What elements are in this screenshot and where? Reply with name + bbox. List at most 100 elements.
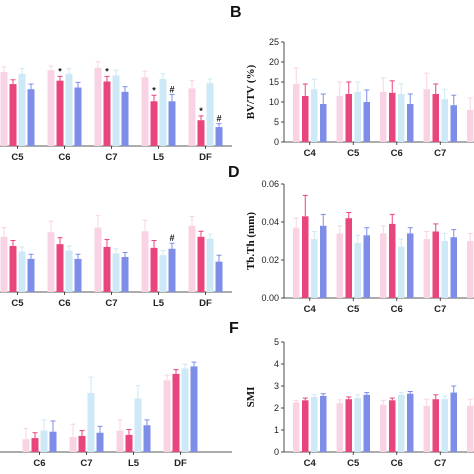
bar-d-series1-cat2 — [336, 233, 343, 298]
bar-d-series3-cat2 — [354, 242, 361, 298]
bar-e-series1-cat2 — [69, 437, 77, 452]
bar-a-series2-cat4 — [150, 101, 158, 146]
y-tick-label-b: 5 — [274, 117, 279, 127]
x-tick-label-a: C6 — [58, 152, 70, 163]
x-tick-label-f: C6 — [391, 458, 403, 469]
bar-e-series1-cat1 — [22, 439, 30, 452]
significance-mark-a: * — [152, 85, 156, 95]
x-tick-label-b: C5 — [347, 148, 360, 159]
x-tick-label-b: C4 — [304, 148, 317, 159]
bar-a-series4-cat3 — [121, 91, 129, 146]
x-tick-label-d: C5 — [347, 304, 360, 315]
bar-d-series4-cat2 — [363, 235, 370, 298]
bar-f-series3-cat1 — [311, 397, 318, 452]
bar-d-series3-cat1 — [311, 239, 318, 298]
bar-d-series1-cat4 — [423, 239, 430, 298]
y-tick-label-b: 0 — [274, 137, 279, 147]
y-tick-label-d: 0.04 — [261, 217, 279, 227]
bar-b-series1-cat4 — [423, 89, 430, 142]
bar-b-series3-cat1 — [311, 89, 318, 142]
bar-a-series2-cat1 — [9, 84, 17, 146]
x-tick-label-a: L5 — [153, 152, 165, 163]
bar-d-series1-cat5 — [467, 241, 474, 298]
bar-e-series4-cat1 — [49, 431, 57, 452]
bar-b-series3-cat3 — [398, 94, 405, 142]
y-tick-label-b: 20 — [269, 57, 279, 67]
bar-c-series1-cat1 — [0, 236, 8, 292]
bar-b-series1-cat5 — [467, 110, 474, 142]
bar-d-series4-cat3 — [407, 233, 414, 298]
significance-mark-c: # — [169, 233, 174, 243]
bar-a-series1-cat2 — [47, 70, 55, 146]
bar-e-series3-cat4 — [181, 368, 189, 452]
significance-mark-a: # — [216, 114, 221, 124]
bar-b-series3-cat4 — [441, 99, 448, 142]
bar-d-series3-cat3 — [398, 246, 405, 298]
bar-a-series3-cat3 — [112, 75, 120, 146]
bar-f-series2-cat3 — [389, 400, 396, 452]
x-tick-label-d: C6 — [391, 304, 403, 315]
bar-f-series4-cat4 — [450, 392, 457, 452]
bar-e-series1-cat3 — [116, 430, 124, 452]
x-tick-label-c: C6 — [58, 298, 70, 309]
bar-b-series4-cat1 — [320, 104, 327, 142]
bar-a-series4-cat5 — [215, 127, 223, 146]
bar-e-series1-cat4 — [163, 380, 171, 452]
bar-e-series3-cat3 — [134, 398, 142, 452]
bar-d-series2-cat3 — [389, 223, 396, 298]
bar-e-series2-cat1 — [31, 438, 39, 452]
bar-e-series4-cat4 — [190, 366, 198, 452]
bar-a-series3-cat1 — [18, 73, 26, 146]
y-tick-label-f: 5 — [274, 337, 279, 347]
x-tick-label-b: C6 — [391, 148, 403, 159]
x-tick-label-f: C5 — [347, 458, 360, 469]
bar-c-series2-cat5 — [197, 236, 205, 292]
bar-c-series1-cat4 — [141, 231, 149, 292]
bar-d-series2-cat4 — [432, 231, 439, 298]
bar-d-series4-cat1 — [320, 225, 327, 298]
x-tick-label-c: C5 — [11, 298, 24, 309]
x-tick-label-c: L5 — [153, 298, 165, 309]
bar-c-series4-cat2 — [74, 258, 82, 292]
x-tick-label-e: C6 — [33, 458, 45, 469]
bar-f-series2-cat4 — [432, 399, 439, 452]
significance-mark-a: # — [169, 84, 174, 94]
bar-c-series3-cat1 — [18, 251, 26, 292]
x-tick-label-e: C7 — [80, 458, 92, 469]
bar-d-series2-cat2 — [345, 218, 352, 298]
bar-b-series4-cat2 — [363, 102, 370, 142]
bar-a-series4-cat2 — [74, 87, 82, 146]
x-tick-label-c: DF — [199, 298, 212, 309]
bar-a-series3-cat5 — [206, 83, 214, 146]
significance-mark-a: * — [58, 66, 62, 76]
bar-d-series3-cat4 — [441, 241, 448, 298]
bar-a-series4-cat1 — [27, 89, 35, 146]
x-tick-label-f: C7 — [434, 458, 446, 469]
bar-f-series4-cat1 — [320, 395, 327, 452]
y-tick-label-d: 0.02 — [261, 255, 279, 265]
bar-f-series4-cat3 — [407, 393, 414, 452]
bar-b-series2-cat2 — [345, 94, 352, 142]
bar-e-series2-cat2 — [78, 435, 86, 452]
significance-mark-a: * — [105, 66, 109, 76]
bar-e-series3-cat1 — [40, 430, 48, 452]
bar-a-series1-cat5 — [188, 88, 196, 146]
y-axis-title-d: Tb.Th (mm) — [245, 212, 257, 270]
bar-c-series3-cat4 — [159, 255, 167, 292]
bar-c-series3-cat3 — [112, 253, 120, 292]
bar-a-series3-cat4 — [159, 78, 167, 146]
x-tick-label-a: C7 — [105, 152, 117, 163]
x-tick-label-a: DF — [199, 152, 212, 163]
bar-c-series1-cat3 — [94, 227, 102, 292]
bar-a-series2-cat5 — [197, 120, 205, 146]
x-tick-label-f: C4 — [304, 458, 317, 469]
bar-f-series1-cat1 — [293, 402, 300, 452]
bar-c-series4-cat3 — [121, 257, 129, 292]
bar-c-series1-cat5 — [188, 225, 196, 292]
bar-b-series2-cat4 — [432, 94, 439, 142]
y-tick-label-b: 10 — [269, 97, 279, 107]
bar-f-series3-cat2 — [354, 398, 361, 452]
bar-d-series2-cat1 — [302, 216, 309, 298]
x-tick-label-d: C4 — [304, 304, 317, 315]
